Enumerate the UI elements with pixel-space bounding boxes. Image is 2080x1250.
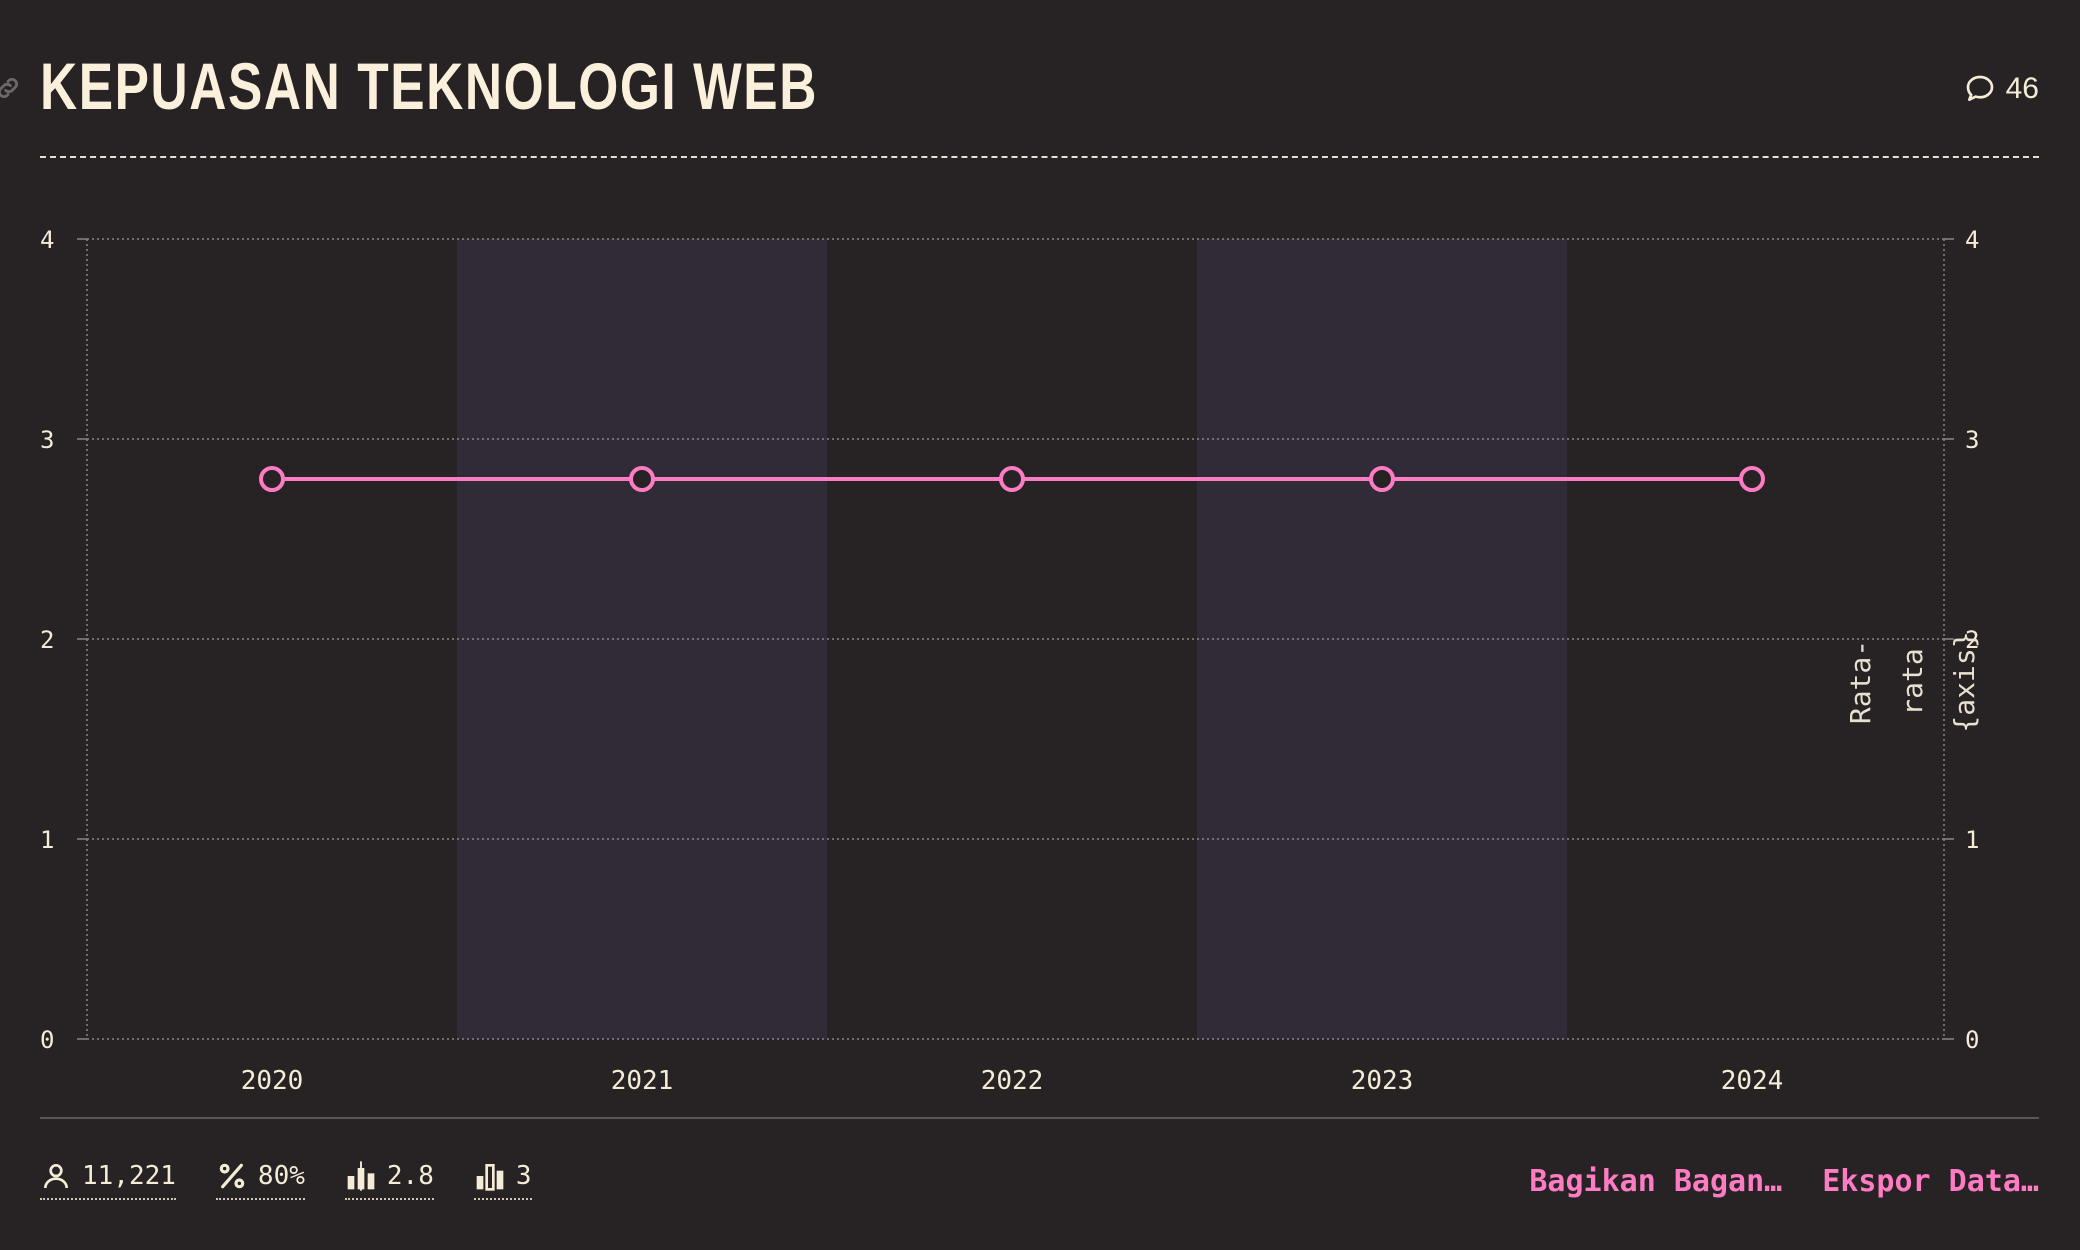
y-tick-label-left: 4 <box>40 226 54 254</box>
stat-percentage-value: 80% <box>257 1161 305 1191</box>
x-tick-label: 2022 <box>981 1066 1044 1096</box>
x-tick-label: 2024 <box>1721 1066 1784 1096</box>
y-tick-label-right: 2 <box>1965 626 1979 654</box>
y-tick-label-right: 4 <box>1965 226 1979 254</box>
line-chart: 0 0 1 1 2 2 3 3 4 4 2020 2021 2022 2023 2024 Rata-rata {… <box>40 226 1981 1096</box>
user-icon <box>44 1164 68 1189</box>
stat-median-value: 3 <box>515 1161 532 1191</box>
candlestick-icon <box>347 1161 375 1191</box>
stats-bar: 11,221 80% 2.8 3 <box>40 1160 532 1200</box>
page-title: KEPUASAN TEKNOLOGI WEB <box>40 49 818 123</box>
data-point-2024 <box>1739 466 1765 492</box>
x-tick-label: 2020 <box>241 1066 304 1096</box>
x-tick-label: 2021 <box>611 1066 674 1096</box>
y-tick-label-left: 1 <box>40 826 54 854</box>
share-chart-link[interactable]: Bagikan Bagan… <box>1529 1164 1783 1199</box>
y-tick-label-left: 2 <box>40 626 54 654</box>
y-tick-label-right: 1 <box>1965 826 1979 854</box>
y2-axis-title-line: {axis} <box>1948 631 1981 732</box>
y-tick-label-right: 0 <box>1965 1026 1979 1054</box>
stat-respondents-value: 11,221 <box>82 1161 176 1191</box>
footer-divider <box>40 1117 2039 1119</box>
bar-chart-icon <box>476 1164 504 1191</box>
chart-series <box>259 466 1765 492</box>
x-tick-label: 2023 <box>1351 1066 1414 1096</box>
stat-respondents[interactable]: 11,221 <box>40 1160 176 1200</box>
y-tick-label-left: 0 <box>40 1026 54 1054</box>
link-icon[interactable] <box>0 74 22 102</box>
stat-percentage[interactable]: 80% <box>215 1160 305 1200</box>
y-tick-label-right: 3 <box>1965 426 1979 454</box>
y-tick-label-left: 3 <box>40 426 54 454</box>
stat-median[interactable]: 3 <box>473 1160 532 1200</box>
export-data-link[interactable]: Ekspor Data… <box>1822 1164 2039 1199</box>
footer-actions: Bagikan Bagan… Ekspor Data… <box>1529 1164 2039 1199</box>
stat-average[interactable]: 2.8 <box>344 1160 434 1200</box>
comment-icon <box>1966 75 1993 101</box>
data-point-2020 <box>259 466 285 492</box>
percent-icon <box>219 1163 245 1189</box>
chart-labels: 0 0 1 1 2 2 3 3 4 4 2020 2021 2022 2023 2024 Rata-rata {… <box>40 226 1981 1096</box>
y2-axis-title-line: rata <box>1896 648 1929 715</box>
stat-average-value: 2.8 <box>386 1161 434 1191</box>
chart-grid <box>87 238 1944 1040</box>
comments-button[interactable]: 46 <box>1964 70 2039 108</box>
data-point-2023 <box>1369 466 1395 492</box>
chart-axes <box>77 238 1954 1040</box>
data-point-2022 <box>999 466 1025 492</box>
comment-count: 46 <box>2005 72 2039 105</box>
y2-axis-title-line: Rata- <box>1844 640 1877 724</box>
header-divider <box>40 156 2039 158</box>
data-point-2021 <box>629 466 655 492</box>
